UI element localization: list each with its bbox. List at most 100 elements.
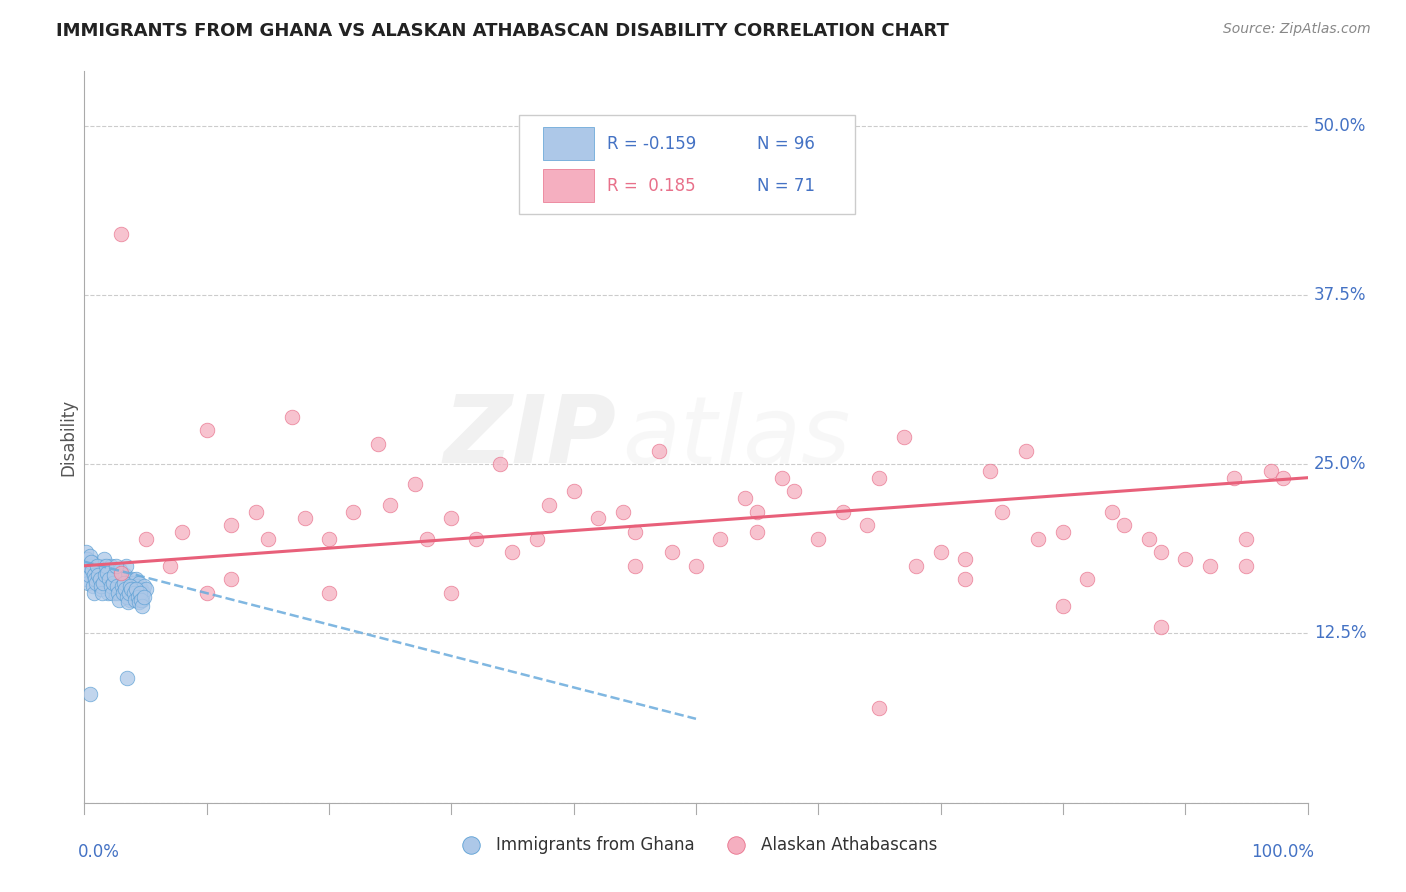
Point [1137,532,1160,546]
Point [869,701,891,715]
Point [129,592,152,607]
Point [440,511,463,525]
Point [80,555,103,569]
Point [84,576,107,591]
FancyBboxPatch shape [519,115,855,214]
Point [953,572,976,586]
Point [1198,558,1220,573]
Point [100,579,122,593]
Point [96,566,118,580]
Point [1101,505,1123,519]
Text: ZIP: ZIP [443,391,616,483]
Point [112,576,135,591]
Point [489,457,512,471]
Point [114,568,136,582]
Text: atlas: atlas [623,392,851,483]
Point [82,563,104,577]
Point [77,568,100,582]
Point [79,549,101,564]
Point [135,532,157,546]
Point [91,576,114,591]
Point [118,586,141,600]
Point [111,579,134,593]
Point [281,409,304,424]
Point [905,558,928,573]
Point [89,572,111,586]
Text: 12.5%: 12.5% [1313,624,1367,642]
Point [104,586,127,600]
Point [1076,572,1098,586]
Text: N = 71: N = 71 [758,177,815,194]
Point [101,568,124,582]
Point [101,576,124,591]
Point [83,586,105,600]
Point [98,572,121,586]
Point [342,505,364,519]
Point [1272,471,1295,485]
Point [709,532,731,546]
Point [114,582,136,596]
Point [98,566,121,580]
Point [87,572,110,586]
Point [125,582,148,596]
Point [245,505,267,519]
Point [1028,532,1050,546]
Point [87,566,110,580]
Point [172,524,194,539]
Point [128,576,150,591]
Point [105,576,128,591]
Point [734,491,756,505]
Text: 0.0%: 0.0% [79,843,120,861]
Point [103,579,125,593]
Point [129,586,152,600]
Point [86,568,108,582]
Text: Source: ZipAtlas.com: Source: ZipAtlas.com [1223,22,1371,37]
Text: N = 96: N = 96 [758,135,815,153]
Point [502,545,524,559]
Point [91,558,114,573]
Point [159,558,181,573]
Point [219,518,242,533]
Point [111,586,134,600]
Point [125,579,148,593]
Point [624,558,647,573]
Point [586,511,609,525]
Point [257,532,280,546]
Point [76,572,98,586]
Point [96,579,118,593]
Point [318,586,340,600]
Point [76,552,98,566]
Point [685,558,707,573]
Text: IMMIGRANTS FROM GHANA VS ALASKAN ATHABASCAN DISABILITY CORRELATION CHART: IMMIGRANTS FROM GHANA VS ALASKAN ATHABAS… [56,22,949,40]
Point [80,555,103,569]
Point [1114,518,1136,533]
Point [90,582,112,596]
Point [856,518,879,533]
Point [100,558,122,573]
Point [929,545,952,559]
Point [82,579,104,593]
Point [83,572,105,586]
Point [1150,545,1173,559]
Point [440,586,463,600]
Point [404,477,426,491]
Y-axis label: Disability: Disability [59,399,77,475]
Text: 50.0%: 50.0% [1313,117,1367,135]
Point [128,595,150,609]
Point [117,595,139,609]
Point [129,582,152,596]
Point [195,586,218,600]
Point [125,572,148,586]
Point [747,524,769,539]
Point [747,505,769,519]
Point [83,568,105,582]
Point [97,586,120,600]
Point [219,572,242,586]
Text: R = -0.159: R = -0.159 [606,135,696,153]
Point [110,568,132,582]
Point [464,532,486,546]
Point [104,558,127,573]
Point [107,586,129,600]
Point [367,437,389,451]
Point [110,227,132,241]
